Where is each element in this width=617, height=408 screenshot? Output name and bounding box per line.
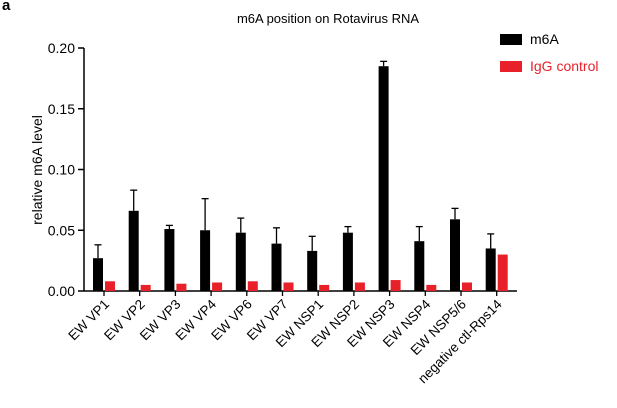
y-axis-label: relative m6A level bbox=[29, 115, 45, 225]
legend-swatch-m6a bbox=[500, 34, 522, 45]
y-tick-label: 0.15 bbox=[48, 101, 75, 117]
y-ticks: 0.00 0.05 0.10 0.15 0.20 bbox=[48, 40, 84, 299]
bar-m6a bbox=[414, 241, 425, 291]
bar-igg bbox=[354, 282, 365, 291]
bar-igg bbox=[140, 284, 151, 291]
bar-m6a bbox=[93, 258, 103, 291]
bar-igg bbox=[390, 280, 401, 291]
bar-igg bbox=[176, 283, 187, 291]
bar-m6a bbox=[235, 232, 246, 291]
bar-m6a bbox=[378, 66, 389, 291]
bar-group bbox=[93, 60, 508, 291]
legend-swatch-igg bbox=[500, 61, 522, 72]
bar-m6a bbox=[164, 229, 175, 291]
bar-igg bbox=[247, 281, 258, 291]
bar-igg bbox=[462, 282, 472, 291]
panel-label: a bbox=[2, 0, 11, 14]
bar-igg bbox=[497, 254, 508, 291]
legend: m6A IgG control bbox=[500, 31, 598, 74]
bar-igg bbox=[283, 282, 294, 291]
bar-m6a bbox=[307, 250, 318, 291]
bar-m6a bbox=[342, 232, 353, 291]
legend-label-m6a: m6A bbox=[530, 31, 559, 47]
bar-m6a bbox=[271, 243, 282, 291]
y-tick-label: 0.20 bbox=[48, 40, 75, 56]
y-tick-label: 0.05 bbox=[48, 222, 75, 238]
bar-m6a bbox=[485, 248, 496, 291]
bar-m6a bbox=[450, 219, 460, 291]
bar-m6a bbox=[200, 230, 211, 291]
y-tick-label: 0.10 bbox=[48, 162, 75, 178]
y-tick-label: 0.00 bbox=[48, 283, 75, 299]
bar-igg bbox=[105, 281, 115, 291]
legend-label-igg: IgG control bbox=[530, 58, 598, 74]
bar-igg bbox=[426, 284, 437, 291]
bar-igg bbox=[212, 282, 223, 291]
bar-igg bbox=[319, 284, 330, 291]
chart-title: m6A position on Rotavirus RNA bbox=[237, 11, 419, 26]
bar-m6a bbox=[128, 210, 139, 291]
